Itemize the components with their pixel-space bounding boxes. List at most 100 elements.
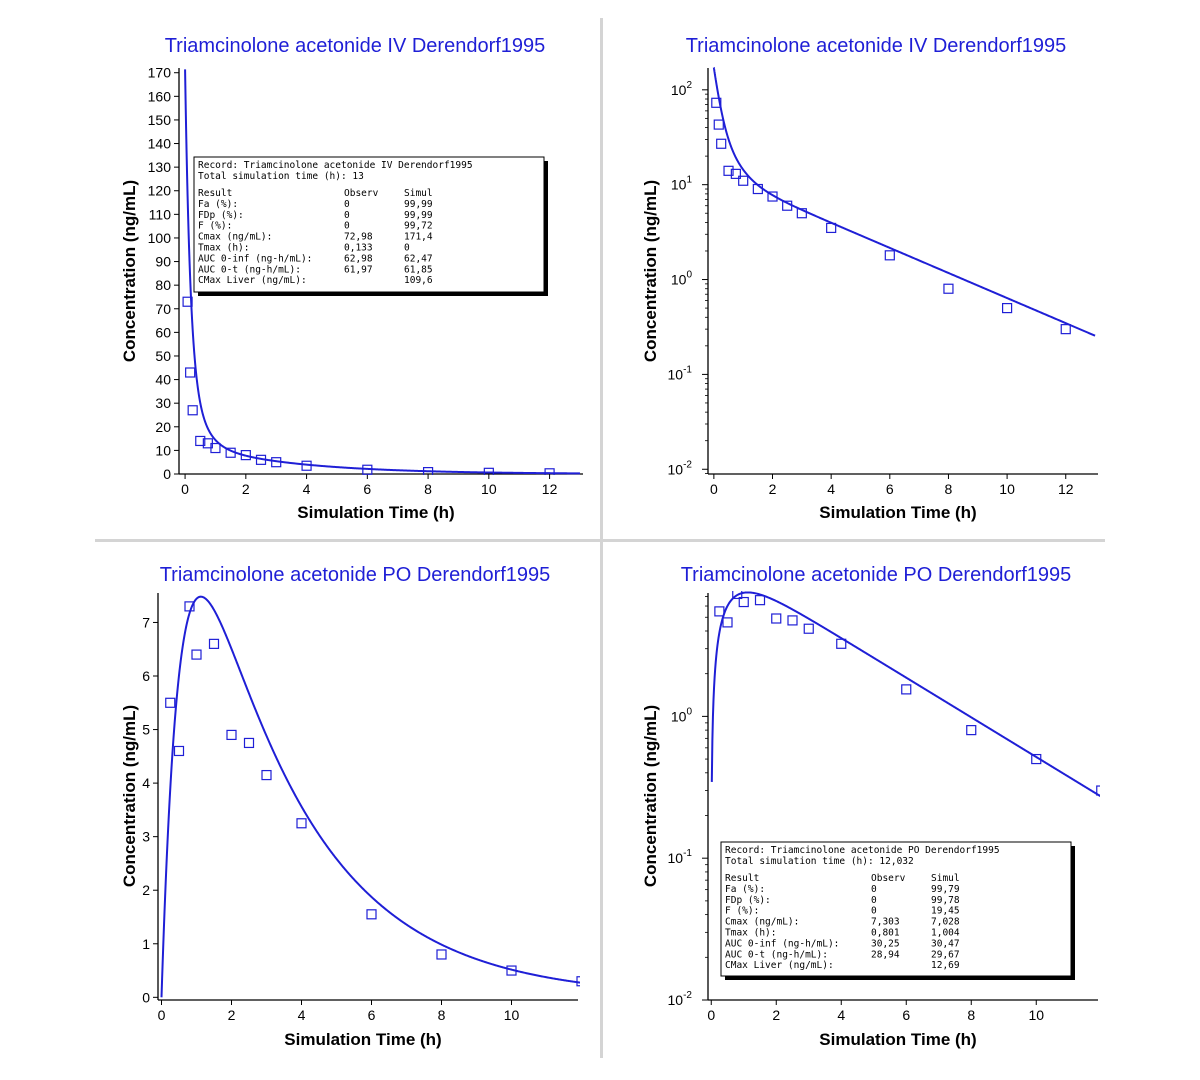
observed-point <box>210 442 221 454</box>
x-axis-label: Simulation Time (h) <box>284 1030 441 1049</box>
x-tick-label: 2 <box>228 1007 236 1023</box>
x-tick-label: 10 <box>1028 1007 1044 1023</box>
x-axis-label: Simulation Time (h) <box>297 503 454 522</box>
observed-point <box>752 183 763 195</box>
infobox-row-label: CMax Liver (ng/mL): <box>198 275 307 286</box>
x-tick-label: 8 <box>424 481 432 497</box>
infobox-simulated-value: 0 <box>404 243 410 254</box>
observed-point <box>722 617 733 628</box>
y-tick-label: 100 <box>671 270 693 288</box>
infobox-observed-value: 62,98 <box>344 253 373 264</box>
observed-point <box>271 457 282 468</box>
chart-title: Triamcinolone acetonide IV Derendorf1995 <box>165 35 546 57</box>
observed-point <box>165 697 176 708</box>
infobox-simulated-value: 61,85 <box>404 264 433 275</box>
y-tick-label: 60 <box>155 324 171 340</box>
infobox-record-line: Record: Triamcinolone acetonide PO Deren… <box>725 845 1000 856</box>
infobox-observed-value: Observ <box>871 873 906 884</box>
y-tick-label: 100 <box>671 706 693 724</box>
infobox-simulated-value: 62,47 <box>404 253 433 264</box>
x-tick-label: 8 <box>967 1007 975 1023</box>
simulated-curve <box>160 595 580 998</box>
x-tick-label: 6 <box>363 481 371 497</box>
observed-point <box>803 623 814 634</box>
y-tick-label: 7 <box>142 614 150 630</box>
infobox-observed-value: 0 <box>871 884 877 895</box>
x-tick-label: 8 <box>945 481 953 497</box>
y-tick-label: 2 <box>142 882 150 898</box>
infobox-observed-value: 61,97 <box>344 264 373 275</box>
infobox-record-line: Record: Triamcinolone acetonide IV Deren… <box>198 160 473 171</box>
infobox-simulated-value: 19,45 <box>931 906 960 917</box>
y-tick-label: 10-1 <box>668 848 693 866</box>
infobox-row-label: Tmax (h): <box>198 243 249 254</box>
infobox-row-label: F (%): <box>725 906 759 917</box>
x-tick-label: 12 <box>542 481 558 497</box>
y-tick-label: 130 <box>148 159 172 175</box>
observed-point <box>738 175 749 186</box>
y-tick-label: 90 <box>155 254 171 270</box>
x-tick-label: 2 <box>772 1007 780 1023</box>
y-axis-label: Concentration (ng/mL) <box>641 180 660 362</box>
y-tick-label: 10 <box>155 442 171 458</box>
observed-point <box>436 949 447 960</box>
observed-point <box>771 613 782 624</box>
y-tick-label: 170 <box>148 65 172 81</box>
observed-point <box>730 168 741 179</box>
infobox-frame <box>193 156 545 293</box>
y-axis-label: Concentration (ng/mL) <box>120 180 139 362</box>
x-tick-label: 0 <box>710 481 718 497</box>
chart-panel-1: Triamcinolone acetonide IV Derendorf1995… <box>120 35 583 522</box>
observed-point <box>767 191 778 202</box>
x-tick-label: 10 <box>999 481 1015 497</box>
observed-point <box>195 435 206 447</box>
infobox-simulated-value: 109,6 <box>404 275 433 286</box>
y-tick-label: 101 <box>671 175 693 193</box>
observed-point <box>901 684 912 695</box>
infobox-observed-value: 0,133 <box>344 243 373 254</box>
x-tick-label: 4 <box>837 1007 845 1023</box>
infobox-row-label: Fa (%): <box>198 199 238 210</box>
simulated-curve <box>184 69 580 475</box>
x-tick-label: 10 <box>481 481 497 497</box>
x-axis-label: Simulation Time (h) <box>819 1030 976 1049</box>
x-tick-label: 6 <box>902 1007 910 1023</box>
infobox-simulated-value: 99,99 <box>404 210 433 221</box>
y-tick-label: 100 <box>148 230 172 246</box>
observed-point <box>782 200 793 211</box>
observed-point <box>243 737 255 749</box>
infobox-observed-value: 0,801 <box>871 928 900 939</box>
y-tick-label: 1 <box>142 936 150 952</box>
infobox-row-label: Tmax (h): <box>725 928 776 939</box>
infobox-simulated-value: 30,47 <box>931 938 960 949</box>
x-tick-label: 12 <box>1058 481 1074 497</box>
chart-title: Triamcinolone acetonide PO Derendorf1995 <box>160 564 551 586</box>
y-tick-label: 80 <box>155 277 171 293</box>
observed-point <box>1031 753 1042 765</box>
observed-point <box>884 250 895 261</box>
infobox-time-line: Total simulation time (h): 13 <box>198 171 364 182</box>
y-axis-label: Concentration (ng/mL) <box>120 705 139 887</box>
x-tick-label: 4 <box>827 481 835 497</box>
x-tick-label: 8 <box>438 1007 446 1023</box>
vertical-divider <box>600 18 603 1058</box>
observed-point <box>301 460 312 471</box>
infobox-observed-value: 0 <box>344 210 350 221</box>
results-infobox: Record: Triamcinolone acetonide IV Deren… <box>193 156 548 296</box>
observed-point <box>483 467 494 475</box>
infobox-simulated-value: 99,78 <box>931 895 960 906</box>
observed-point <box>1060 324 1071 335</box>
infobox-simulated-value: 7,028 <box>931 917 960 928</box>
infobox-simulated-value: 171,4 <box>404 232 433 243</box>
observed-point <box>1096 785 1100 796</box>
y-axis-label: Concentration (ng/mL) <box>641 705 660 887</box>
observed-point <box>826 222 837 234</box>
infobox-row-label: FDp (%): <box>198 210 244 221</box>
observed-point <box>966 725 977 736</box>
observed-point <box>187 405 198 416</box>
observed-point <box>182 296 193 307</box>
infobox-observed-value: 0 <box>344 221 350 232</box>
observed-point <box>362 464 373 475</box>
observed-point <box>754 595 766 606</box>
infobox-simulated-value: 99,72 <box>404 221 433 232</box>
